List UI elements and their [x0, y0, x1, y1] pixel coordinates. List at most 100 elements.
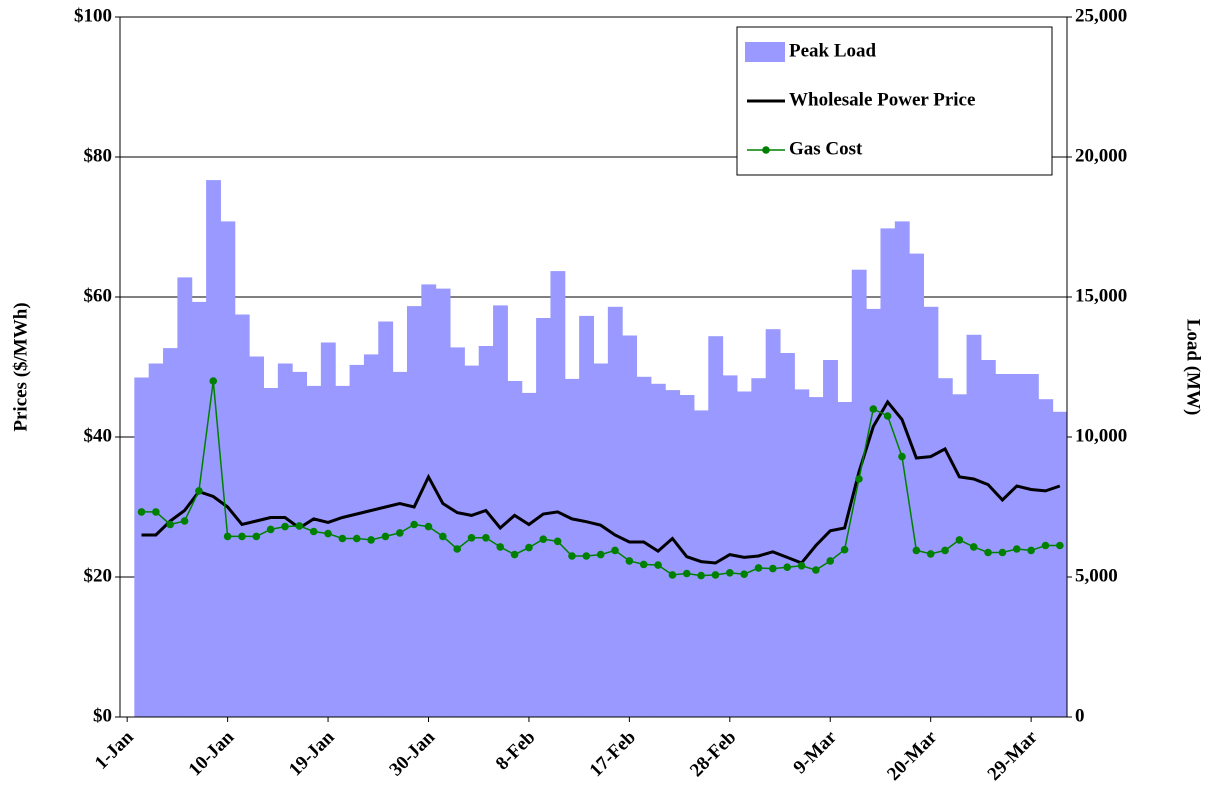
marker [711, 571, 720, 579]
bar [507, 381, 523, 717]
marker [984, 548, 992, 557]
marker [482, 534, 490, 542]
marker [395, 529, 404, 537]
marker [439, 532, 447, 541]
bar [148, 363, 164, 717]
marker [639, 560, 648, 569]
marker [238, 532, 246, 541]
legend-label: Peak Load [789, 40, 877, 61]
marker [1012, 545, 1021, 553]
y2-tick-label: 15,000 [1075, 285, 1127, 306]
bar [808, 397, 824, 717]
y-tick-label: $100 [74, 5, 112, 26]
bar [1038, 399, 1054, 717]
bar [306, 385, 322, 717]
marker [855, 475, 863, 483]
marker [869, 405, 878, 413]
marker [668, 571, 677, 579]
y2-tick-label: 10,000 [1075, 425, 1127, 446]
marker [625, 557, 634, 565]
bar [579, 315, 594, 717]
marker [740, 570, 748, 578]
marker [424, 522, 433, 531]
marker [266, 525, 275, 534]
bar [320, 342, 336, 717]
y2-tick-label: 25,000 [1075, 5, 1127, 26]
y-tick-label: $80 [84, 145, 113, 166]
bar [378, 321, 394, 717]
marker [338, 534, 347, 543]
x-tick-label: 9-Mar [789, 726, 841, 778]
marker [195, 487, 203, 495]
bar [751, 378, 767, 717]
bar [406, 306, 422, 717]
legend-marker [762, 146, 770, 154]
bar [665, 390, 681, 717]
marker [539, 535, 548, 543]
y-axis-label: Prices ($/MWh) [10, 302, 31, 431]
marker [324, 529, 332, 538]
marker [769, 564, 777, 573]
bar [536, 318, 551, 717]
bar [263, 388, 279, 717]
y-tick-label: $20 [84, 565, 113, 586]
bar [722, 375, 738, 717]
y2-axis-label: Load (MW) [1183, 319, 1204, 416]
marker [180, 517, 189, 525]
marker [467, 534, 476, 542]
bar [923, 306, 939, 717]
marker [1041, 541, 1050, 550]
bar [880, 228, 896, 717]
marker [553, 537, 562, 546]
marker [926, 550, 935, 558]
bar [780, 353, 795, 717]
bar [794, 389, 810, 717]
bar [1023, 374, 1039, 717]
marker [697, 571, 705, 580]
marker [252, 532, 261, 541]
bar [823, 360, 838, 717]
bar [851, 269, 867, 717]
bar [234, 314, 250, 717]
marker [898, 452, 906, 461]
marker [223, 532, 232, 541]
bar [952, 394, 968, 717]
bar [163, 348, 178, 717]
marker [582, 552, 591, 560]
y-tick-label: $0 [93, 705, 112, 726]
y-tick-label: $60 [84, 285, 113, 306]
line [141, 399, 1061, 565]
bar [493, 305, 508, 717]
x-tick-label: 19-Jan [285, 726, 339, 780]
marker [912, 546, 921, 555]
bar [191, 301, 207, 717]
marker [137, 508, 146, 516]
marker [209, 377, 218, 385]
marker [410, 520, 418, 529]
marker [596, 550, 605, 559]
legend-box [736, 26, 1053, 176]
marker [840, 545, 849, 554]
marker [783, 563, 792, 571]
bar [392, 371, 408, 717]
marker [453, 545, 461, 553]
bar [622, 335, 638, 717]
legend-swatch [745, 42, 785, 62]
bar [421, 284, 437, 717]
bar [1052, 411, 1068, 717]
bar [693, 410, 709, 717]
marker [654, 561, 662, 569]
x-tick-label: 29-Mar [984, 726, 1043, 785]
bar [292, 371, 308, 717]
legend: Peak Load Wholesale Power Price Gas Cost [736, 26, 1053, 176]
bar [277, 363, 293, 717]
y2-tick-label: 20,000 [1075, 145, 1127, 166]
bar [607, 306, 623, 717]
bar [909, 253, 925, 717]
legend-label: Gas Cost [789, 138, 863, 159]
marker [754, 564, 763, 572]
marker [797, 562, 806, 570]
bar [478, 346, 494, 717]
x-tick-label: 28-Feb [686, 727, 740, 781]
